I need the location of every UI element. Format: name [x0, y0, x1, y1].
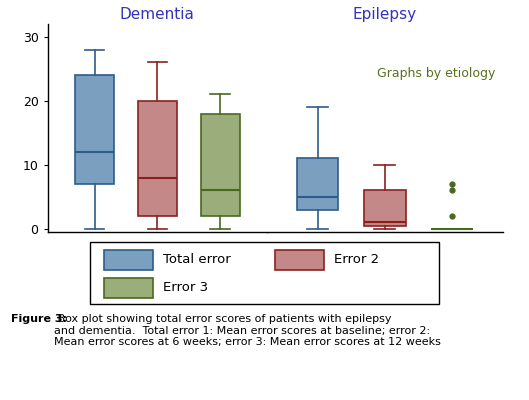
PathPatch shape [200, 114, 240, 216]
Text: Epilepsy: Epilepsy [353, 7, 417, 22]
Text: Graphs by etiology: Graphs by etiology [377, 68, 496, 80]
Bar [275, 250, 324, 270]
Bar [104, 278, 153, 298]
PathPatch shape [75, 75, 114, 184]
Text: Error 2: Error 2 [334, 254, 379, 266]
Text: Error 3: Error 3 [163, 281, 208, 294]
PathPatch shape [364, 190, 406, 226]
Text: Figure 3:: Figure 3: [11, 314, 67, 324]
Text: Dementia: Dementia [120, 7, 195, 22]
Text: Total error: Total error [163, 254, 231, 266]
Bar [104, 250, 153, 270]
PathPatch shape [138, 101, 177, 216]
PathPatch shape [297, 158, 339, 210]
Text: Box plot showing total error scores of patients with epilepsy
and dementia.  Tot: Box plot showing total error scores of p… [54, 314, 441, 347]
